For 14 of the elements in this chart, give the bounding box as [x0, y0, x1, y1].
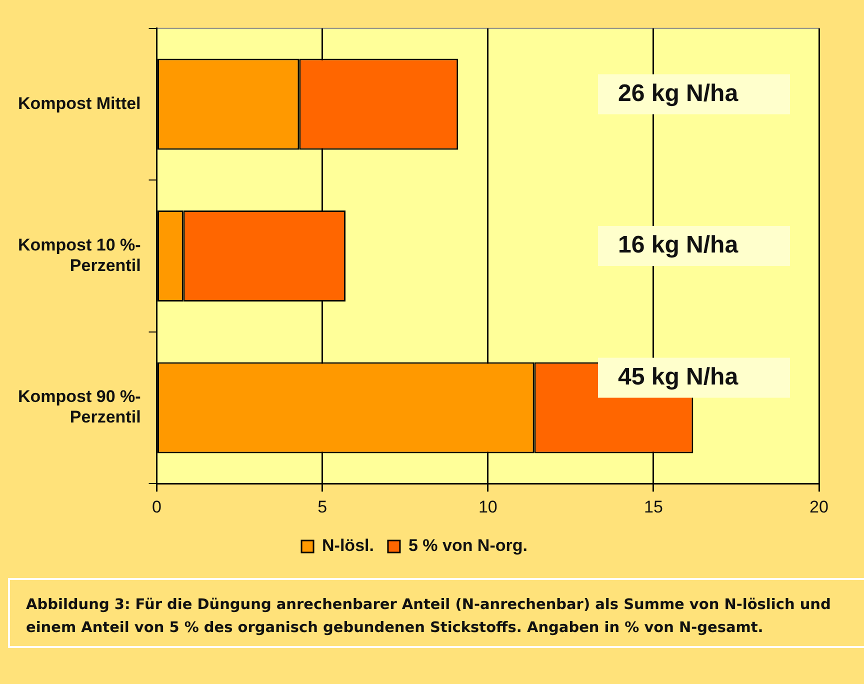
- y-tick-label: Kompost 10 %- Perzentil: [18, 235, 141, 275]
- text: Abbildung 3: Für die Düngung anrechenbarer Anteil (N-anrechenbar) als Summe von N-löslich und einem Anteil von 5 % des organisch gebundenen Stickstoffs. Angaben in % von N-gesamt.: [8, 578, 864, 648]
- y-tick-label: Kompost 90 %- Perzentil: [18, 387, 141, 427]
- x-tick-label: 0: [152, 497, 162, 516]
- y-tick-label: Kompost Mittel: [18, 94, 141, 113]
- x-tick-label: 15: [644, 497, 663, 516]
- x-tick-label: 5: [318, 497, 328, 516]
- annotation: 16 kg N/ha: [618, 232, 739, 259]
- annotation: 26 kg N/ha: [618, 80, 739, 107]
- legend-label: N-lösl.: [322, 536, 374, 556]
- legend-label: 5 % von N-org.: [408, 536, 528, 556]
- x-tick-label: 10: [478, 497, 498, 516]
- x-tick-label: 20: [810, 497, 828, 516]
- annotation: 45 kg N/ha: [618, 363, 739, 390]
